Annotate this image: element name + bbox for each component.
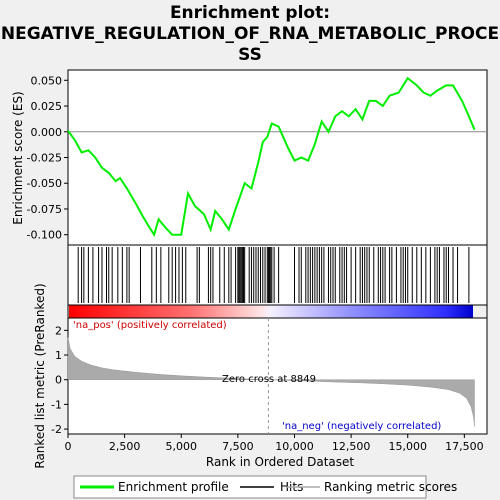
rank-y-axis: 2 1 0 -1 -2: [51, 324, 68, 436]
legend-label-ranking: Ranking metric scores: [324, 480, 457, 494]
neg-correlated-label: 'na_neg' (negatively correlated): [282, 421, 441, 432]
rank-y-tick-label: -2: [51, 423, 62, 436]
rank-x-tick-label: 0: [65, 440, 72, 453]
rank-x-tick-label: 10,000: [275, 440, 314, 453]
es-y-tick-label: -0.025: [27, 152, 62, 165]
rank-color-bar: [69, 305, 473, 318]
es-y-tick-label: -0.075: [27, 203, 62, 216]
chart-title-line2: NEGATIVE_REGULATION_OF_RNA_METABOLIC_PRO…: [1, 24, 499, 44]
rank-x-tick-label: 12,500: [332, 440, 371, 453]
es-y-tick-label: 0.050: [31, 74, 63, 87]
rank-x-tick-label: 2,500: [109, 440, 141, 453]
rank-x-axis-label: Rank in Ordered Dataset: [206, 455, 354, 469]
enrichment-profile-line: [67, 76, 476, 238]
rank-x-tick-label: 5,000: [165, 440, 197, 453]
es-y-tick-label: -0.100: [27, 229, 62, 242]
chart-title-line1: Enrichment plot:: [170, 3, 330, 23]
es-panel: [67, 69, 488, 246]
rank-x-axis: 0 2,500 5,000 7,500 10,000 12,500 15,000 17,500: [65, 434, 484, 453]
es-y-tick-label: 0.025: [31, 100, 63, 113]
chart-title-line3: SS: [238, 45, 262, 65]
rank-x-tick-label: 17,500: [445, 440, 484, 453]
hits-marks: [77, 247, 470, 303]
rank-x-tick-label: 15,000: [388, 440, 427, 453]
ranking-metric-area: [67, 337, 475, 427]
es-y-axis: 0.050 0.025 0.000 -0.025 -0.050 -0.075 -0.100: [27, 74, 68, 242]
pos-correlated-label: 'na_pos' (positively correlated): [73, 320, 227, 331]
rank-y-tick-label: 0: [55, 374, 62, 387]
rank-x-tick-label: 7,500: [222, 440, 254, 453]
legend-label-enrichment: Enrichment profile: [118, 480, 229, 494]
rank-y-axis-label: Ranked list metric (PreRanked): [33, 283, 47, 468]
rank-y-tick-label: 1: [55, 349, 62, 362]
zero-cross-label: Zero cross at 8849: [222, 374, 316, 385]
es-y-tick-label: -0.050: [27, 177, 62, 190]
hits-panel: [67, 244, 488, 306]
rank-y-tick-label: -1: [51, 398, 62, 411]
es-y-tick-label: 0.000: [31, 126, 63, 139]
rank-y-tick-label: 2: [55, 324, 62, 337]
es-y-axis-label: Enrichment score (ES): [11, 91, 25, 224]
